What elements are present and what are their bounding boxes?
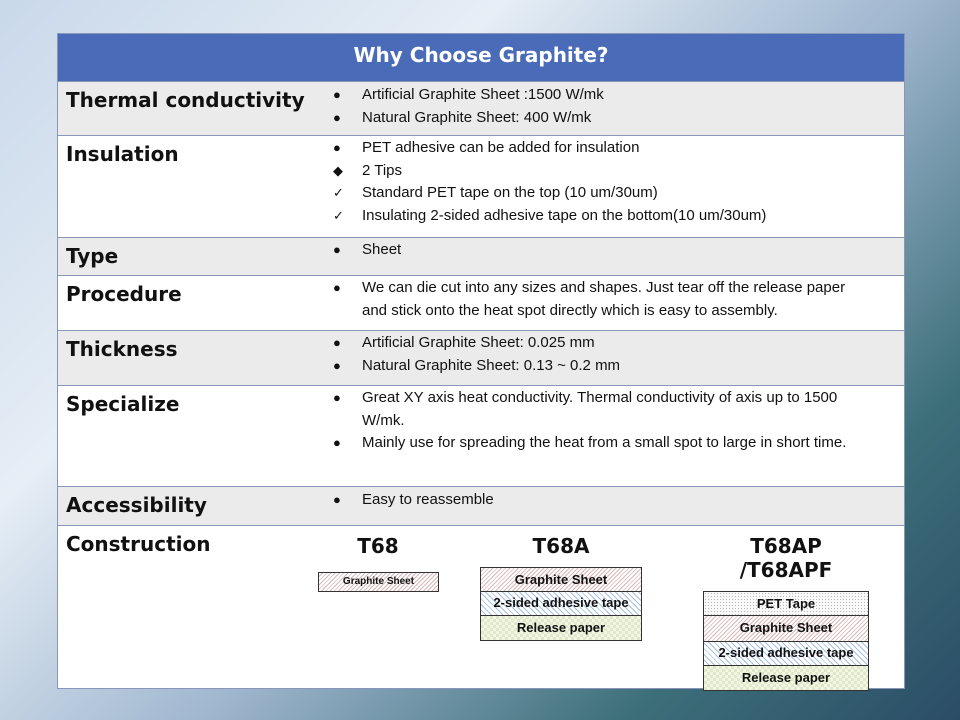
bullet-icon: ✓ xyxy=(333,207,344,223)
layer-release-paper: Release paper xyxy=(703,666,869,691)
bullet-icon: ● xyxy=(333,109,341,125)
row-items: ● Sheet xyxy=(333,239,873,262)
comparison-table: Why Choose Graphite? Thermal conductivit… xyxy=(57,33,905,691)
row-items: ● We can die cut into any sizes and shape… xyxy=(333,277,873,322)
row-label: Thermal conductivity xyxy=(66,88,305,112)
item-text: Natural Graphite Sheet: 400 W/mk xyxy=(362,108,592,126)
row-items: ● Easy to reassemble xyxy=(333,489,873,512)
item-text: Great XY axis heat conductivity. Thermal… xyxy=(362,389,838,429)
row-items: ● PET adhesive can be added for insulatio… xyxy=(333,137,873,227)
layer-adhesive-tape: 2-sided adhesive tape xyxy=(703,642,869,666)
table-row: Insulation ● PET adhesive can be added for… xyxy=(58,135,904,237)
bullet-icon: ● xyxy=(333,280,341,295)
list-item: ● Easy to reassemble xyxy=(333,489,873,512)
model-t68: T68 Graphite Sheet xyxy=(318,534,439,592)
table-row: Accessibility ● Easy to reassemble xyxy=(58,486,904,525)
bullet-icon: ● xyxy=(333,140,341,155)
row-label: Thickness xyxy=(66,337,178,361)
row-label: Accessibility xyxy=(66,493,207,517)
item-text: 2 Tips xyxy=(362,161,403,179)
item-text: Easy to reassemble xyxy=(362,491,494,508)
row-label: Specialize xyxy=(66,392,180,416)
layer-graphite-sheet: Graphite Sheet xyxy=(480,567,642,592)
item-text: Mainly use for spreading the heat from a… xyxy=(362,434,847,451)
layer-pet-tape: PET Tape xyxy=(703,591,869,616)
layer-graphite-sheet: Graphite Sheet xyxy=(318,572,439,592)
model-name: T68 xyxy=(357,534,399,558)
bullet-icon: ◆ xyxy=(333,162,343,178)
bullet-icon: ● xyxy=(333,87,341,102)
item-text: Artificial Graphite Sheet: 0.025 mm xyxy=(362,334,595,351)
model-t68a: T68A Graphite Sheet 2-sided adhesive tap… xyxy=(480,534,642,641)
bullet-icon: ● xyxy=(333,242,341,257)
item-text: Natural Graphite Sheet: 0.13 ~ 0.2 mm xyxy=(362,356,621,374)
list-item: ● Artificial Graphite Sheet :1500 W/mk xyxy=(333,84,873,107)
model-name: T68AP /T68APF xyxy=(739,534,833,582)
layer-release-paper: Release paper xyxy=(480,616,642,641)
list-item: ● Great XY axis heat conductivity. Therma… xyxy=(333,387,873,432)
item-text: Standard PET tape on the top (10 um/30um… xyxy=(362,184,658,201)
bullet-icon: ✓ xyxy=(333,185,344,200)
list-item: ◆ 2 Tips xyxy=(333,160,873,183)
list-item: ● Natural Graphite Sheet: 0.13 ~ 0.2 mm xyxy=(333,355,873,378)
item-text: We can die cut into any sizes and shapes… xyxy=(362,279,846,319)
bullet-icon: ● xyxy=(333,492,341,507)
list-item: ● Sheet xyxy=(333,239,873,262)
list-item: ✓ Insulating 2-sided adhesive tape on th… xyxy=(333,205,873,228)
row-label: Procedure xyxy=(66,282,182,306)
bullet-icon: ● xyxy=(333,390,341,405)
bullet-icon: ● xyxy=(333,335,341,350)
list-item: ● Mainly use for spreading the heat from … xyxy=(333,432,873,455)
row-label: Insulation xyxy=(66,142,179,166)
layer-adhesive-tape: 2-sided adhesive tape xyxy=(480,592,642,616)
bullet-icon: ● xyxy=(333,435,341,450)
table-row: Thickness ● Artificial Graphite Sheet: 0.0… xyxy=(58,330,904,385)
table-row: Procedure ● We can die cut into any sizes … xyxy=(58,275,904,330)
row-label: Construction xyxy=(66,532,211,556)
construction-row: Construction T68 Graphite Sheet T68A Gra… xyxy=(58,525,904,691)
table-title: Why Choose Graphite? xyxy=(58,34,904,81)
item-text: Artificial Graphite Sheet :1500 W/mk xyxy=(362,86,604,103)
list-item: ✓ Standard PET tape on the top (10 um/30… xyxy=(333,182,873,205)
item-text: Insulating 2-sided adhesive tape on the … xyxy=(362,206,767,224)
row-items: ● Artificial Graphite Sheet :1500 W/mk ● Na… xyxy=(333,84,873,129)
list-item: ● We can die cut into any sizes and shape… xyxy=(333,277,873,322)
row-items: ● Artificial Graphite Sheet: 0.025 mm ● Nat… xyxy=(333,332,873,377)
bullet-icon: ● xyxy=(333,357,341,373)
item-text: Sheet xyxy=(362,241,402,258)
list-item: ● Natural Graphite Sheet: 400 W/mk xyxy=(333,107,873,130)
layer-graphite-sheet: Graphite Sheet xyxy=(703,616,869,642)
table-row: Specialize ● Great XY axis heat conductivi… xyxy=(58,385,904,486)
list-item: ● Artificial Graphite Sheet: 0.025 mm xyxy=(333,332,873,355)
table-row: Type ● Sheet xyxy=(58,237,904,275)
model-name: T68A xyxy=(532,534,590,558)
table-row: Thermal conductivity ● Artificial Graphite… xyxy=(58,81,904,135)
list-item: ● PET adhesive can be added for insulatio… xyxy=(333,137,873,160)
row-label: Type xyxy=(66,244,119,268)
item-text: PET adhesive can be added for insulation xyxy=(362,139,640,156)
row-items: ● Great XY axis heat conductivity. Therma… xyxy=(333,387,873,455)
model-t68ap: T68AP /T68APF PET Tape Graphite Sheet 2-… xyxy=(703,534,869,691)
